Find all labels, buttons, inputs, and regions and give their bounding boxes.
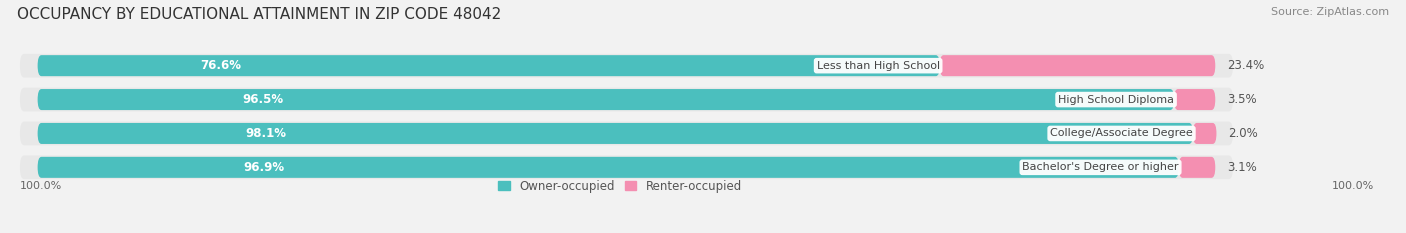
Text: 23.4%: 23.4% (1227, 59, 1264, 72)
Text: 100.0%: 100.0% (1331, 181, 1374, 191)
Text: 3.5%: 3.5% (1227, 93, 1257, 106)
FancyBboxPatch shape (38, 89, 1174, 110)
Text: Source: ZipAtlas.com: Source: ZipAtlas.com (1271, 7, 1389, 17)
FancyBboxPatch shape (38, 157, 1178, 178)
FancyBboxPatch shape (20, 54, 1233, 78)
FancyBboxPatch shape (1178, 157, 1215, 178)
FancyBboxPatch shape (20, 88, 1233, 111)
FancyBboxPatch shape (20, 122, 1233, 145)
Text: 100.0%: 100.0% (20, 181, 62, 191)
Text: 2.0%: 2.0% (1229, 127, 1258, 140)
Text: Less than High School: Less than High School (817, 61, 939, 71)
Text: 76.6%: 76.6% (200, 59, 240, 72)
Text: Bachelor's Degree or higher: Bachelor's Degree or higher (1022, 162, 1178, 172)
FancyBboxPatch shape (38, 55, 939, 76)
Text: College/Associate Degree: College/Associate Degree (1050, 128, 1192, 138)
FancyBboxPatch shape (1174, 89, 1215, 110)
Text: 98.1%: 98.1% (246, 127, 287, 140)
FancyBboxPatch shape (939, 55, 1215, 76)
FancyBboxPatch shape (20, 155, 1233, 179)
Text: 96.5%: 96.5% (242, 93, 283, 106)
FancyBboxPatch shape (1192, 123, 1216, 144)
Text: OCCUPANCY BY EDUCATIONAL ATTAINMENT IN ZIP CODE 48042: OCCUPANCY BY EDUCATIONAL ATTAINMENT IN Z… (17, 7, 501, 22)
Text: High School Diploma: High School Diploma (1059, 95, 1174, 105)
Text: 96.9%: 96.9% (243, 161, 284, 174)
Legend: Owner-occupied, Renter-occupied: Owner-occupied, Renter-occupied (499, 180, 742, 193)
FancyBboxPatch shape (38, 123, 1192, 144)
Text: 3.1%: 3.1% (1227, 161, 1257, 174)
